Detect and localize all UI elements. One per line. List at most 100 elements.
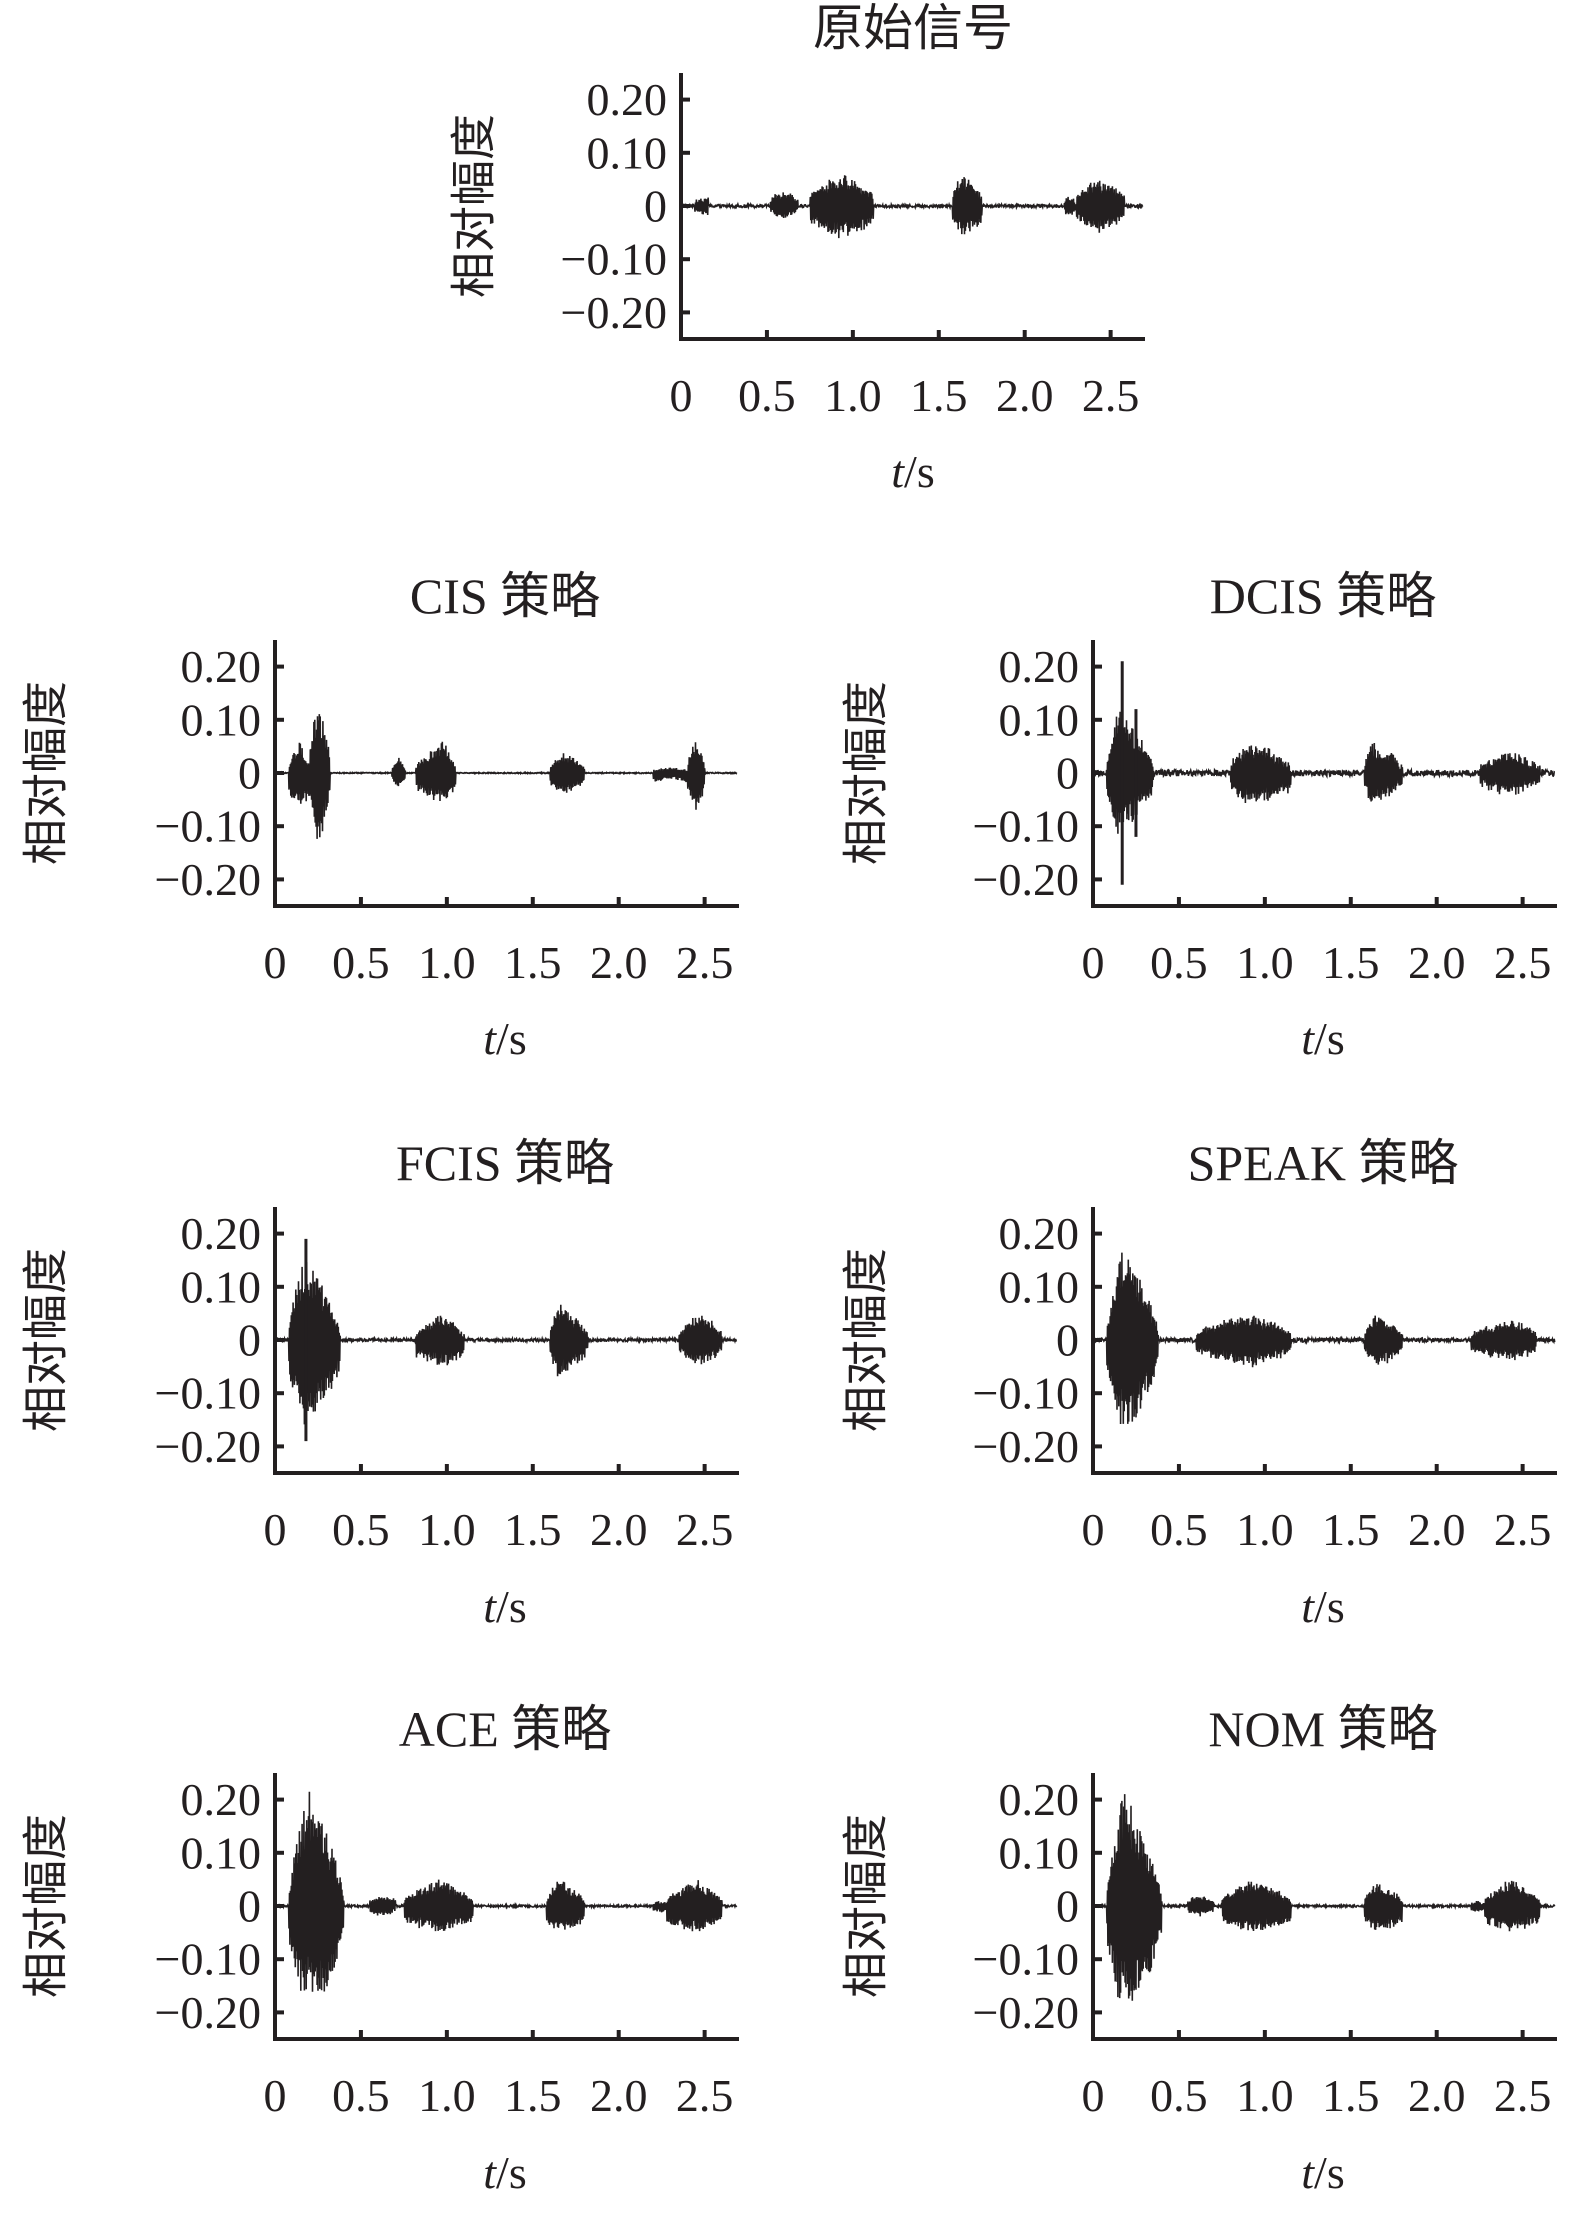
y-tick-label: −0.20 — [973, 1987, 1079, 2038]
y-tick-label: −0.10 — [973, 1368, 1079, 1419]
y-axis-label-text: 相对幅度 — [21, 1814, 72, 1998]
panel-title: DCIS 策略 — [1210, 568, 1436, 624]
y-tick-label: 0 — [1056, 1315, 1079, 1366]
signal-waveform — [1092, 1794, 1556, 2001]
x-tick-label: 1.5 — [910, 370, 968, 421]
x-axis-var: t — [1301, 1581, 1315, 1632]
y-axis-label: 相对幅度 — [21, 681, 72, 865]
panel-dcis: DCIS 策略 相对幅度 t/s 0.200.100−0.10−0.200 0.5… — [841, 568, 1557, 1064]
x-tick-label: 2.0 — [996, 370, 1054, 421]
x-tick-label: 2.5 — [1494, 937, 1552, 988]
signal-waveform — [274, 1791, 738, 1992]
x-tick-label: 2.0 — [1408, 2070, 1466, 2121]
x-axis-label: t/s — [891, 446, 934, 497]
panel-title: ACE 策略 — [399, 1701, 612, 1757]
x-tick-label: 0 — [1082, 2070, 1105, 2121]
x-tick-label: 2.0 — [1408, 937, 1466, 988]
x-tick-label: 1.0 — [1236, 937, 1294, 988]
x-tick-label: 0.5 — [1150, 937, 1208, 988]
y-tick-label: 0.10 — [999, 1827, 1080, 1878]
x-tick-label: 1.5 — [1322, 937, 1380, 988]
y-axis-label: 相对幅度 — [21, 1814, 72, 1998]
y-axis-label-text: 相对幅度 — [841, 1814, 892, 1998]
x-tick-label: 2.5 — [1494, 1504, 1552, 1555]
y-tick-label: 0.10 — [999, 1261, 1080, 1312]
y-tick-label: −0.20 — [973, 1421, 1079, 1472]
x-tick-label: 0 — [670, 370, 693, 421]
y-tick-label: −0.10 — [155, 801, 261, 852]
y-axis-label-text: 相对幅度 — [841, 681, 892, 865]
signal-waveform — [274, 1262, 738, 1425]
x-axis-label: t/s — [483, 2147, 526, 2198]
y-tick-label: 0.10 — [181, 1261, 262, 1312]
y-axis-label: 相对幅度 — [841, 681, 892, 865]
x-axis-unit: /s — [496, 2147, 527, 2198]
panel-title: FCIS 策略 — [396, 1135, 614, 1191]
x-axis-var: t — [483, 1581, 497, 1632]
y-axis-label: 相对幅度 — [21, 1248, 72, 1432]
y-tick-label: −0.10 — [973, 1934, 1079, 1985]
y-tick-label: 0 — [1056, 748, 1079, 799]
signal-waveform — [274, 714, 738, 839]
x-tick-label: 2.5 — [1082, 370, 1140, 421]
y-tick-label: −0.10 — [155, 1934, 261, 1985]
x-tick-label: 1.0 — [418, 1504, 476, 1555]
panel-original-signal: 原始信号 相对幅度 t/s 0.200.100−0.10−0.200 0.5 1.0… — [449, 0, 1145, 497]
y-tick-label: 0.20 — [587, 74, 668, 125]
y-tick-label: −0.10 — [561, 234, 667, 285]
y-tick-label: −0.20 — [155, 1987, 261, 2038]
y-tick-label: 0 — [238, 748, 261, 799]
x-tick-label: 1.0 — [418, 937, 476, 988]
x-axis-var: t — [1301, 1013, 1315, 1064]
x-tick-label: 1.5 — [1322, 1504, 1380, 1555]
y-tick-label: −0.20 — [155, 1421, 261, 1472]
x-axis-label: t/s — [483, 1581, 526, 1632]
y-tick-label: 0 — [238, 1881, 261, 1932]
y-tick-label: 0 — [238, 1315, 261, 1366]
panel-ace: ACE 策略 相对幅度 t/s 0.200.100−0.10−0.200 0.5 1… — [21, 1701, 739, 2198]
x-tick-label: 1.5 — [504, 2070, 562, 2121]
x-axis-unit: /s — [904, 446, 935, 497]
x-axis-var: t — [1301, 2147, 1315, 2198]
y-axis-label-text: 相对幅度 — [21, 681, 72, 865]
x-tick-label: 0.5 — [738, 370, 796, 421]
y-tick-label: 0.20 — [999, 641, 1080, 692]
x-tick-label: 1.0 — [824, 370, 882, 421]
x-tick-label: 1.5 — [504, 1504, 562, 1555]
y-tick-label: 0.20 — [181, 641, 262, 692]
x-tick-label: 1.0 — [1236, 2070, 1294, 2121]
y-tick-label: 0 — [1056, 1881, 1079, 1932]
x-tick-label: 2.5 — [676, 937, 734, 988]
x-tick-label: 1.0 — [1236, 1504, 1294, 1555]
y-tick-label: 0.20 — [181, 1774, 262, 1825]
y-tick-label: −0.10 — [973, 801, 1079, 852]
x-axis-label: t/s — [1301, 1581, 1344, 1632]
panel-cis: CIS 策略 相对幅度 t/s 0.200.100−0.10−0.200 0.5 1… — [21, 568, 739, 1064]
x-axis-unit: /s — [1314, 1581, 1345, 1632]
x-axis-var: t — [891, 446, 905, 497]
y-tick-label: −0.20 — [155, 854, 261, 905]
x-tick-label: 0.5 — [332, 2070, 390, 2121]
x-tick-label: 0 — [264, 937, 287, 988]
y-tick-label: −0.20 — [561, 287, 667, 338]
panel-title: 原始信号 — [813, 0, 1013, 56]
x-tick-label: 0.5 — [1150, 1504, 1208, 1555]
x-tick-label: 2.0 — [590, 2070, 648, 2121]
y-tick-label: 0 — [644, 181, 667, 232]
x-tick-label: 2.5 — [676, 2070, 734, 2121]
signal-waveform — [1092, 1252, 1556, 1425]
y-tick-label: 0.10 — [181, 1827, 262, 1878]
x-tick-label: 1.0 — [418, 2070, 476, 2121]
x-tick-label: 1.5 — [504, 937, 562, 988]
y-tick-label: 0.20 — [999, 1774, 1080, 1825]
panel-title: CIS 策略 — [410, 568, 600, 624]
y-axis-label: 相对幅度 — [449, 114, 500, 298]
y-tick-label: 0.10 — [587, 127, 668, 178]
y-tick-label: 0.10 — [999, 694, 1080, 745]
y-axis-label: 相对幅度 — [841, 1248, 892, 1432]
x-tick-label: 2.0 — [590, 1504, 648, 1555]
y-tick-label: 0.20 — [181, 1208, 262, 1259]
x-axis-label: t/s — [1301, 1013, 1344, 1064]
x-axis-unit: /s — [496, 1013, 527, 1064]
panel-nom: NOM 策略 相对幅度 t/s 0.200.100−0.10−0.200 0.5 1… — [841, 1701, 1557, 2198]
